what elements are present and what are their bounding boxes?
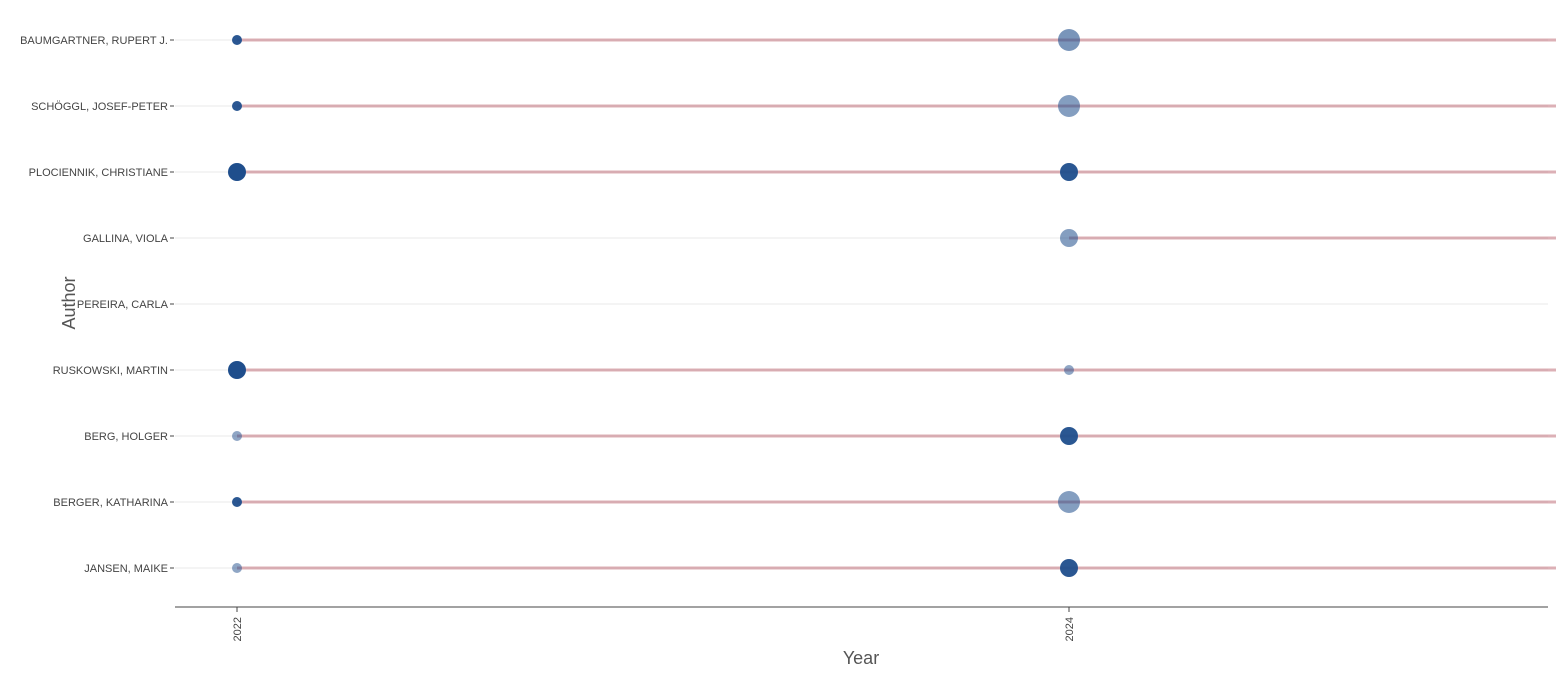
data-point	[232, 431, 242, 441]
data-point	[1060, 559, 1078, 577]
data-point	[1058, 95, 1080, 117]
y-tick-label: BERGER, KATHARINA	[53, 497, 168, 509]
y-tick-label: PLOCIENNIK, CHRISTIANE	[29, 167, 168, 179]
data-point	[232, 101, 242, 111]
data-point	[1060, 229, 1078, 247]
data-point	[228, 163, 246, 181]
y-tick-label: JANSEN, MAIKE	[84, 563, 168, 575]
data-point	[1064, 365, 1074, 375]
y-tick-label: BERG, HOLGER	[84, 431, 168, 443]
points	[228, 29, 1080, 577]
y-axis-title: Author	[59, 276, 79, 329]
x-axis-ticks: 2022 2024	[232, 607, 1076, 641]
data-point	[1060, 427, 1078, 445]
x-tick-label: 2024	[1064, 617, 1076, 641]
data-point	[1058, 29, 1080, 51]
data-point	[228, 361, 246, 379]
data-point	[1058, 491, 1080, 513]
segments	[237, 38, 1556, 570]
y-tick-label: RUSKOWSKI, MARTIN	[53, 365, 168, 377]
y-tick-label: PEREIRA, CARLA	[77, 299, 169, 311]
y-tick-label: BAUMGARTNER, RUPERT J.	[20, 35, 168, 47]
data-point	[1060, 163, 1078, 181]
y-axis-ticks: BAUMGARTNER, RUPERT J. SCHÖGGL, JOSEF-PET…	[20, 35, 174, 575]
gridlines	[175, 39, 1548, 569]
data-point	[232, 497, 242, 507]
x-axis-title: Year	[843, 648, 879, 668]
x-tick-label: 2022	[232, 617, 244, 641]
data-point	[232, 35, 242, 45]
data-point	[232, 563, 242, 573]
y-tick-label: SCHÖGGL, JOSEF-PETER	[31, 101, 168, 113]
y-tick-label: GALLINA, VIOLA	[83, 233, 169, 245]
